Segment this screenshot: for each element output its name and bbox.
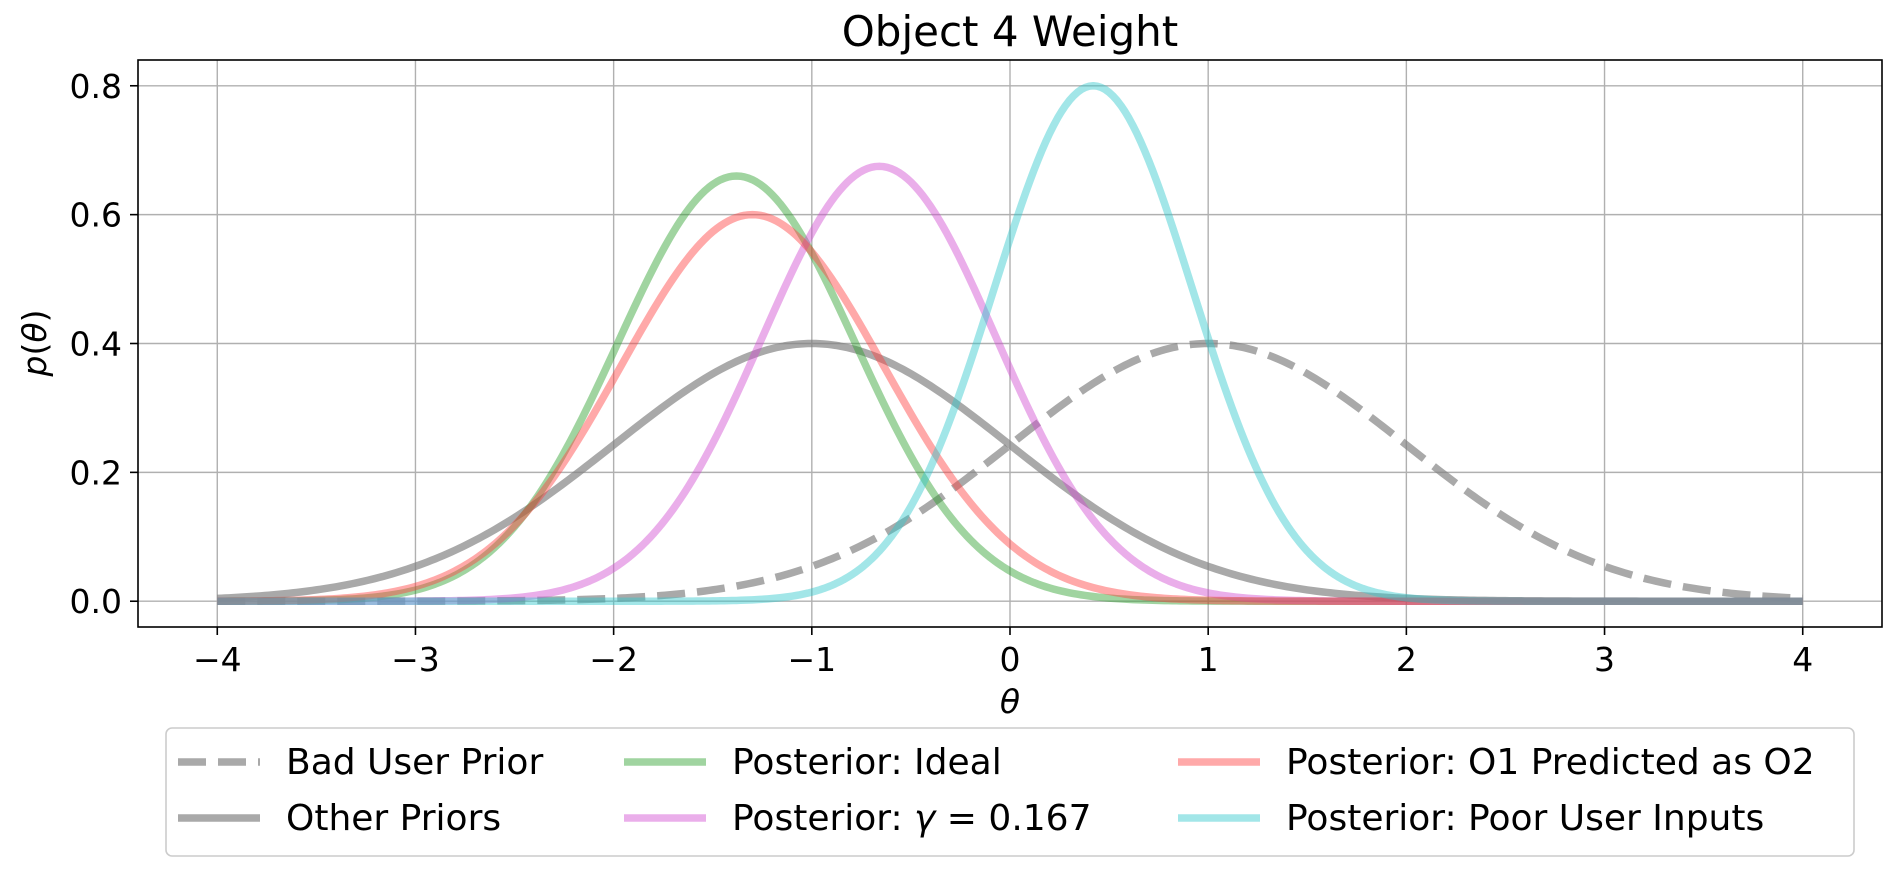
series-line — [217, 210, 1803, 605]
x-tick-label: 0 — [1000, 640, 1021, 679]
x-tick-label: 2 — [1396, 640, 1417, 679]
legend-label: Posterior: γ = 0.167 — [732, 798, 1091, 839]
series-line — [217, 339, 1803, 605]
legend-label: Posterior: O1 Predicted as O2 — [1286, 742, 1815, 783]
x-tick-label: 1 — [1198, 640, 1219, 679]
series-line — [217, 82, 1803, 605]
legend-frame — [165, 727, 1855, 857]
y-axis-label: p(θ) — [15, 310, 54, 378]
legend-label: Posterior: Poor User Inputs — [1286, 798, 1764, 839]
y-tick-label: 0.0 — [70, 582, 122, 621]
series-line — [217, 172, 1803, 605]
y-tick-label: 0.2 — [70, 453, 122, 492]
x-tick-label: 4 — [1792, 640, 1813, 679]
legend-label: Posterior: Ideal — [732, 742, 1002, 783]
x-tick-label: −2 — [589, 640, 638, 679]
legend: Bad User Prior Other Priors Posterior: Ide… — [165, 727, 1855, 857]
x-tick-label: −3 — [391, 640, 440, 679]
legend-label: Other Priors — [286, 798, 501, 839]
series-line — [217, 162, 1803, 605]
y-tick-label: 0.6 — [70, 196, 122, 235]
y-tick-label: 0.8 — [70, 67, 122, 106]
series-layer — [217, 82, 1803, 605]
y-tick-label: 0.4 — [70, 325, 122, 364]
x-tick-label: 3 — [1594, 640, 1615, 679]
series-line — [217, 339, 1803, 605]
ticks: −4 −3 −2 −1 0 1 2 3 4 0.0 0.2 0.4 0.6 0.8 — [70, 67, 1814, 679]
x-tick-label: −1 — [787, 640, 836, 679]
chart-title: Object 4 Weight — [842, 7, 1179, 56]
x-axis-label: θ — [1000, 682, 1020, 721]
legend-label: Bad User Prior — [286, 742, 543, 783]
x-tick-label: −4 — [193, 640, 242, 679]
